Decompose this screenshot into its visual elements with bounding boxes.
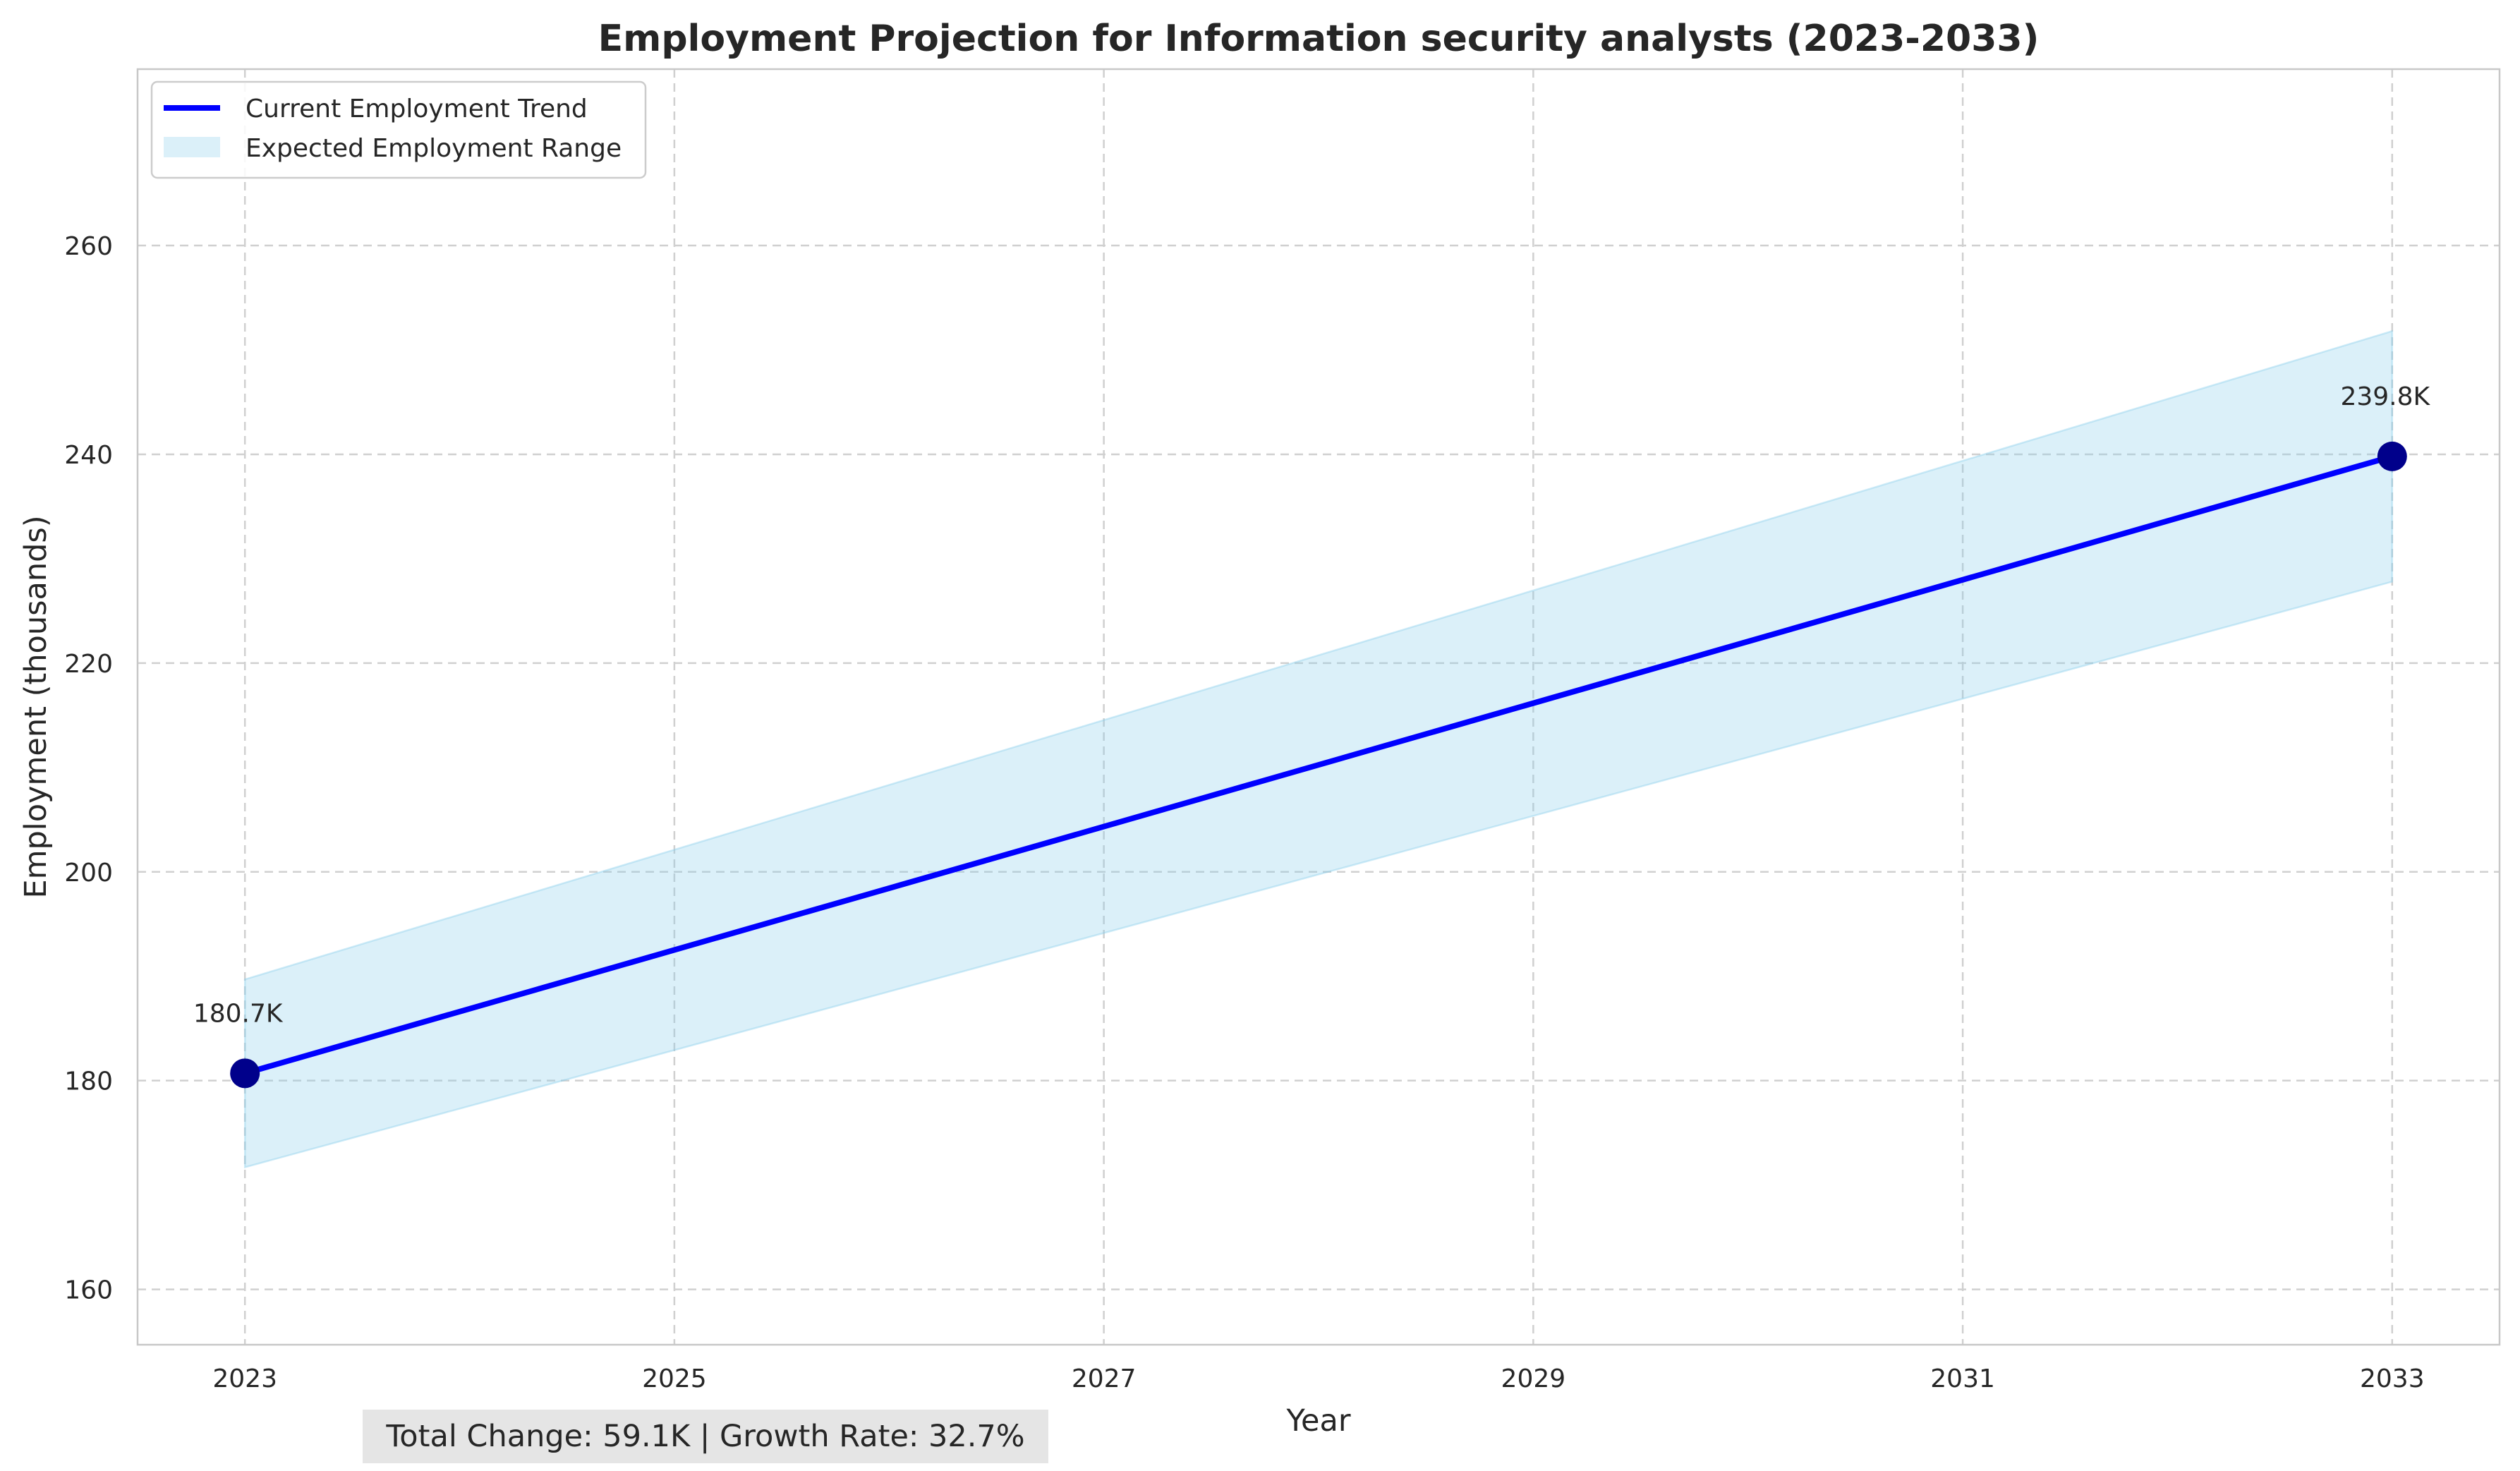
x-tick-label: 2031 [1930, 1364, 1995, 1393]
line-layer [242, 453, 2395, 1077]
data-point-marker [2377, 441, 2407, 471]
y-tick-label: 260 [64, 232, 113, 261]
legend: Current Employment Trend Expected Employ… [150, 80, 647, 179]
legend-label-range: Expected Employment Range [246, 134, 622, 163]
y-tick-label: 200 [64, 859, 113, 888]
grid-layer [138, 69, 2500, 1345]
summary-box [363, 1410, 1048, 1463]
data-point-marker [230, 1058, 260, 1089]
chart-title: Employment Projection for Information se… [598, 18, 2040, 60]
tick-layer: 2023 2025 2027 2029 2031 2033 160 180 200 220 240 2… [64, 232, 2424, 1393]
legend-swatch-range [164, 137, 220, 157]
data-point-label: 180.7K [193, 999, 284, 1028]
x-tick-label: 2025 [642, 1364, 707, 1393]
y-tick-label: 180 [64, 1067, 113, 1096]
summary-text: Total Change: 59.1K | Growth Rate: 32.7% [385, 1419, 1024, 1454]
y-axis-label: Employment (thousands) [18, 515, 54, 898]
data-point-label: 239.8K [2340, 382, 2430, 411]
x-tick-label: 2027 [1072, 1364, 1137, 1393]
y-tick-label: 220 [64, 650, 113, 679]
expected-range-band [243, 329, 2394, 1169]
employment-trend-line [242, 453, 2395, 1077]
legend-label-trend: Current Employment Trend [246, 95, 588, 123]
plot-frame [136, 68, 2501, 1346]
x-tick-label: 2023 [212, 1364, 277, 1393]
band-layer [243, 329, 2394, 1169]
y-tick-label: 240 [64, 441, 113, 470]
x-axis-label: Year [1285, 1403, 1350, 1439]
marker-layer: 180.7K 239.8K [193, 382, 2431, 1089]
legend-frame [150, 80, 647, 179]
x-tick-label: 2029 [1501, 1364, 1566, 1393]
y-tick-label: 160 [64, 1276, 113, 1305]
x-tick-label: 2033 [2360, 1364, 2425, 1393]
